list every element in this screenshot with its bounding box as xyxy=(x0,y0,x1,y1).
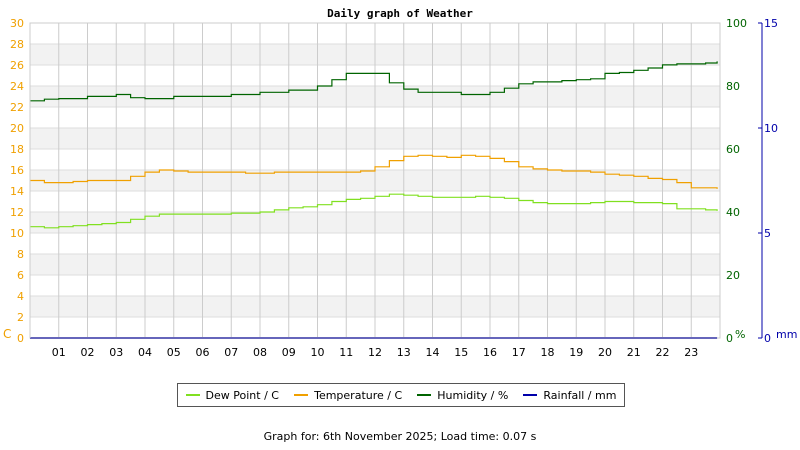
left-tick-label: 30 xyxy=(10,17,24,30)
left-tick-label: 16 xyxy=(10,164,24,177)
x-tick-label: 07 xyxy=(224,346,238,359)
legend-swatch xyxy=(185,394,200,396)
humidity-tick-label: 60 xyxy=(726,143,740,156)
left-tick-label: 20 xyxy=(10,122,24,135)
axis-labels: 01 02 03 04 05 06 07 08 09 10 11 12 13 14 15 16 17 18 19 20… xyxy=(3,17,797,359)
x-tick-label: 15 xyxy=(454,346,468,359)
left-tick-label: 10 xyxy=(10,227,24,240)
left-tick-label: 22 xyxy=(10,101,24,114)
humidity-axis-unit: % xyxy=(735,328,745,341)
x-tick-label: 09 xyxy=(282,346,296,359)
left-tick-label: 2 xyxy=(17,311,24,324)
legend-item: Dew Point / C xyxy=(185,388,279,402)
x-tick-label: 05 xyxy=(167,346,181,359)
left-tick-label: 8 xyxy=(17,248,24,261)
legend-label: Humidity / % xyxy=(437,388,509,402)
x-tick-label: 02 xyxy=(81,346,95,359)
legend-swatch xyxy=(417,394,432,396)
rain-tick-label: 0 xyxy=(764,332,771,345)
x-tick-label: 12 xyxy=(368,346,382,359)
chart-title: Daily graph of Weather xyxy=(327,7,473,20)
x-tick-label: 14 xyxy=(426,346,440,359)
rain-tick-label: 5 xyxy=(764,227,771,240)
left-tick-label: 14 xyxy=(10,185,24,198)
x-tick-label: 10 xyxy=(311,346,325,359)
legend-swatch xyxy=(294,394,309,396)
rain-tick-label: 15 xyxy=(764,17,778,30)
x-tick-label: 18 xyxy=(541,346,555,359)
x-tick-label: 16 xyxy=(483,346,497,359)
x-tick-label: 17 xyxy=(512,346,526,359)
rain-axis-unit: mm xyxy=(776,328,797,341)
legend-item: Rainfall / mm xyxy=(523,389,616,402)
x-tick-label: 20 xyxy=(598,346,612,359)
footer-status: Graph for: 6th November 2025; Load time:… xyxy=(263,430,537,443)
left-tick-label: 12 xyxy=(10,206,24,219)
plot-border xyxy=(29,22,721,339)
x-tick-label: 08 xyxy=(253,346,267,359)
rain-tick-label: 10 xyxy=(764,122,778,135)
humidity-tick-label: 0 xyxy=(726,332,733,345)
axes xyxy=(29,22,763,339)
x-tick-label: 06 xyxy=(196,346,210,359)
left-tick-label: 24 xyxy=(10,80,24,93)
x-tick-label: 13 xyxy=(397,346,411,359)
legend-label: Temperature / C xyxy=(314,388,403,402)
x-tick-label: 03 xyxy=(109,346,123,359)
left-tick-label: 6 xyxy=(17,269,24,282)
legend-swatch xyxy=(523,394,538,396)
humidity-tick-label: 40 xyxy=(726,206,740,219)
x-tick-label: 04 xyxy=(138,346,152,359)
left-tick-label: 18 xyxy=(10,143,24,156)
humidity-tick-label: 80 xyxy=(726,80,740,93)
series-line xyxy=(30,154,718,189)
x-tick-label: 11 xyxy=(339,346,353,359)
x-tick-label: 19 xyxy=(569,346,583,359)
series-line xyxy=(30,193,718,229)
left-tick-label: 0 xyxy=(17,332,24,345)
legend: Dew Point / C Temperature / C Humidity / %… xyxy=(177,383,625,407)
legend-label: Rainfall / mm xyxy=(543,388,617,402)
humidity-tick-label: 20 xyxy=(726,269,740,282)
x-tick-label: 22 xyxy=(656,346,670,359)
series-line xyxy=(30,61,718,102)
legend-item: Humidity / % xyxy=(417,389,508,402)
x-tick-label: 21 xyxy=(627,346,641,359)
left-tick-label: 26 xyxy=(10,59,24,72)
left-tick-label: 4 xyxy=(17,290,24,303)
left-axis-unit: C xyxy=(3,327,11,341)
x-tick-label: 23 xyxy=(684,346,698,359)
x-tick-label: 01 xyxy=(52,346,66,359)
legend-item: Temperature / C xyxy=(294,389,402,402)
left-tick-label: 28 xyxy=(10,38,24,51)
humidity-tick-label: 100 xyxy=(726,17,747,30)
legend-label: Dew Point / C xyxy=(205,388,279,402)
